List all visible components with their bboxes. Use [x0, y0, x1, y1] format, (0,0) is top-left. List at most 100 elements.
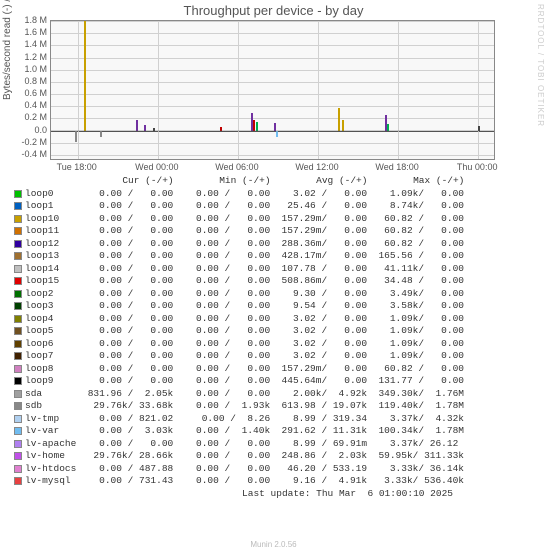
- ytick-label: 1.0 M: [7, 64, 47, 74]
- ytick-label: -0.4 M: [7, 149, 47, 159]
- legend-text: loop8 0.00 / 0.00 0.00 / 0.00 157.29m/ 0…: [25, 363, 464, 376]
- legend-row: lv-tmp 0.00 / 821.02 0.00 / 8.26 8.99 / …: [14, 413, 464, 426]
- legend-row: lv-apache 0.00 / 0.00 0.00 / 0.00 8.99 /…: [14, 438, 464, 451]
- legend-swatch: [14, 190, 22, 198]
- legend-swatch: [14, 352, 22, 360]
- legend-header: Cur (-/+) Min (-/+) Avg (-/+) Max (-/+): [14, 175, 464, 188]
- gridline-v: [238, 21, 239, 159]
- chart-container: Throughput per device - by day Bytes/sec…: [0, 0, 547, 551]
- legend-row: loop12 0.00 / 0.00 0.00 / 0.00 288.36m/ …: [14, 238, 464, 251]
- xtick-label: Wed 18:00: [375, 162, 418, 172]
- legend-swatch: [14, 302, 22, 310]
- legend-row: loop5 0.00 / 0.00 0.00 / 0.00 3.02 / 0.0…: [14, 325, 464, 338]
- legend-swatch: [14, 452, 22, 460]
- legend-row: loop0 0.00 / 0.00 0.00 / 0.00 3.02 / 0.0…: [14, 188, 464, 201]
- legend-text: loop5 0.00 / 0.00 0.00 / 0.00 3.02 / 0.0…: [25, 325, 464, 338]
- xtick-label: Thu 00:00: [457, 162, 498, 172]
- ytick-label: 0.4 M: [7, 100, 47, 110]
- legend-row: loop10 0.00 / 0.00 0.00 / 0.00 157.29m/ …: [14, 213, 464, 226]
- data-spike: [338, 108, 340, 131]
- legend-text: loop0 0.00 / 0.00 0.00 / 0.00 3.02 / 0.0…: [25, 188, 464, 201]
- legend-text: loop7 0.00 / 0.00 0.00 / 0.00 3.02 / 0.0…: [25, 350, 464, 363]
- legend-swatch: [14, 277, 22, 285]
- gridline-h: [51, 58, 494, 59]
- legend-swatch: [14, 377, 22, 385]
- legend-text: loop9 0.00 / 0.00 0.00 / 0.00 445.64m/ 0…: [25, 375, 464, 388]
- legend-text: lv-htdocs 0.00 / 487.88 0.00 / 0.00 46.2…: [25, 463, 464, 476]
- legend-row: loop1 0.00 / 0.00 0.00 / 0.00 25.46 / 0.…: [14, 200, 464, 213]
- legend-row: lv-home 29.76k/ 28.66k 0.00 / 0.00 248.8…: [14, 450, 464, 463]
- gridline-h: [51, 70, 494, 71]
- legend-text: lv-home 29.76k/ 28.66k 0.00 / 0.00 248.8…: [25, 450, 464, 463]
- xtick-label: Tue 18:00: [57, 162, 97, 172]
- ytick-label: 1.6 M: [7, 27, 47, 37]
- data-spike: [84, 21, 86, 131]
- legend-row: lv-var 0.00 / 3.03k 0.00 / 1.40k 291.62 …: [14, 425, 464, 438]
- legend-swatch: [14, 465, 22, 473]
- legend-row: loop14 0.00 / 0.00 0.00 / 0.00 107.78 / …: [14, 263, 464, 276]
- xtick-label: Wed 12:00: [295, 162, 338, 172]
- last-update: Last update: Thu Mar 6 01:00:10 2025: [14, 488, 464, 501]
- plot-area: [50, 20, 495, 160]
- legend-swatch: [14, 365, 22, 373]
- gridline-h: [51, 21, 494, 22]
- legend-swatch: [14, 440, 22, 448]
- legend-swatch: [14, 240, 22, 248]
- ytick-label: 0.6 M: [7, 88, 47, 98]
- legend-row: loop7 0.00 / 0.00 0.00 / 0.00 3.02 / 0.0…: [14, 350, 464, 363]
- legend-swatch: [14, 402, 22, 410]
- chart-title: Throughput per device - by day: [0, 3, 547, 18]
- legend-row: loop2 0.00 / 0.00 0.00 / 0.00 9.30 / 0.0…: [14, 288, 464, 301]
- legend-swatch: [14, 265, 22, 273]
- gridline-h: [51, 155, 494, 156]
- legend-swatch: [14, 252, 22, 260]
- legend-row: loop3 0.00 / 0.00 0.00 / 0.00 9.54 / 0.0…: [14, 300, 464, 313]
- legend-swatch: [14, 427, 22, 435]
- legend-text: loop6 0.00 / 0.00 0.00 / 0.00 3.02 / 0.0…: [25, 338, 464, 351]
- baseline: [51, 130, 494, 132]
- legend-text: loop4 0.00 / 0.00 0.00 / 0.00 3.02 / 0.0…: [25, 313, 464, 326]
- legend-swatch: [14, 202, 22, 210]
- legend-swatch: [14, 315, 22, 323]
- legend-swatch: [14, 215, 22, 223]
- legend-swatch: [14, 227, 22, 235]
- legend-text: loop3 0.00 / 0.00 0.00 / 0.00 9.54 / 0.0…: [25, 300, 464, 313]
- legend-row: lv-mysql 0.00 / 731.43 0.00 / 0.00 9.16 …: [14, 475, 464, 488]
- gridline-v: [318, 21, 319, 159]
- legend-swatch: [14, 340, 22, 348]
- footer-version: Munin 2.0.56: [0, 540, 547, 549]
- gridline-v: [78, 21, 79, 159]
- legend-text: sdb 29.76k/ 33.68k 0.00 / 1.93k 613.98 /…: [25, 400, 464, 413]
- legend-row: loop9 0.00 / 0.00 0.00 / 0.00 445.64m/ 0…: [14, 375, 464, 388]
- legend-text: lv-var 0.00 / 3.03k 0.00 / 1.40k 291.62 …: [25, 425, 464, 438]
- legend-text: loop12 0.00 / 0.00 0.00 / 0.00 288.36m/ …: [25, 238, 464, 251]
- legend-row: loop15 0.00 / 0.00 0.00 / 0.00 508.86m/ …: [14, 275, 464, 288]
- legend-row: loop4 0.00 / 0.00 0.00 / 0.00 3.02 / 0.0…: [14, 313, 464, 326]
- gridline-v: [478, 21, 479, 159]
- gridline-h: [51, 82, 494, 83]
- legend-row: lv-htdocs 0.00 / 487.88 0.00 / 0.00 46.2…: [14, 463, 464, 476]
- legend-text: loop10 0.00 / 0.00 0.00 / 0.00 157.29m/ …: [25, 213, 464, 226]
- xtick-label: Wed 06:00: [215, 162, 258, 172]
- gridline-v: [158, 21, 159, 159]
- gridline-h: [51, 106, 494, 107]
- data-spike: [75, 131, 77, 142]
- legend-text: loop13 0.00 / 0.00 0.00 / 0.00 428.17m/ …: [25, 250, 464, 263]
- ytick-label: -0.2 M: [7, 137, 47, 147]
- legend-row: sda 831.96 / 2.05k 0.00 / 0.00 2.00k/ 4.…: [14, 388, 464, 401]
- ytick-label: 1.8 M: [7, 15, 47, 25]
- legend-swatch: [14, 290, 22, 298]
- legend-text: lv-tmp 0.00 / 821.02 0.00 / 8.26 8.99 / …: [25, 413, 464, 426]
- legend-text: loop2 0.00 / 0.00 0.00 / 0.00 9.30 / 0.0…: [25, 288, 464, 301]
- ytick-label: 0.0: [7, 125, 47, 135]
- gridline-h: [51, 143, 494, 144]
- legend-text: loop15 0.00 / 0.00 0.00 / 0.00 508.86m/ …: [25, 275, 464, 288]
- ytick-label: 0.8 M: [7, 76, 47, 86]
- legend-swatch: [14, 415, 22, 423]
- legend-text: lv-apache 0.00 / 0.00 0.00 / 0.00 8.99 /…: [25, 438, 464, 451]
- ytick-label: 1.4 M: [7, 39, 47, 49]
- gridline-h: [51, 33, 494, 34]
- legend-row: loop11 0.00 / 0.00 0.00 / 0.00 157.29m/ …: [14, 225, 464, 238]
- legend-swatch: [14, 477, 22, 485]
- legend-text: lv-mysql 0.00 / 731.43 0.00 / 0.00 9.16 …: [25, 475, 464, 488]
